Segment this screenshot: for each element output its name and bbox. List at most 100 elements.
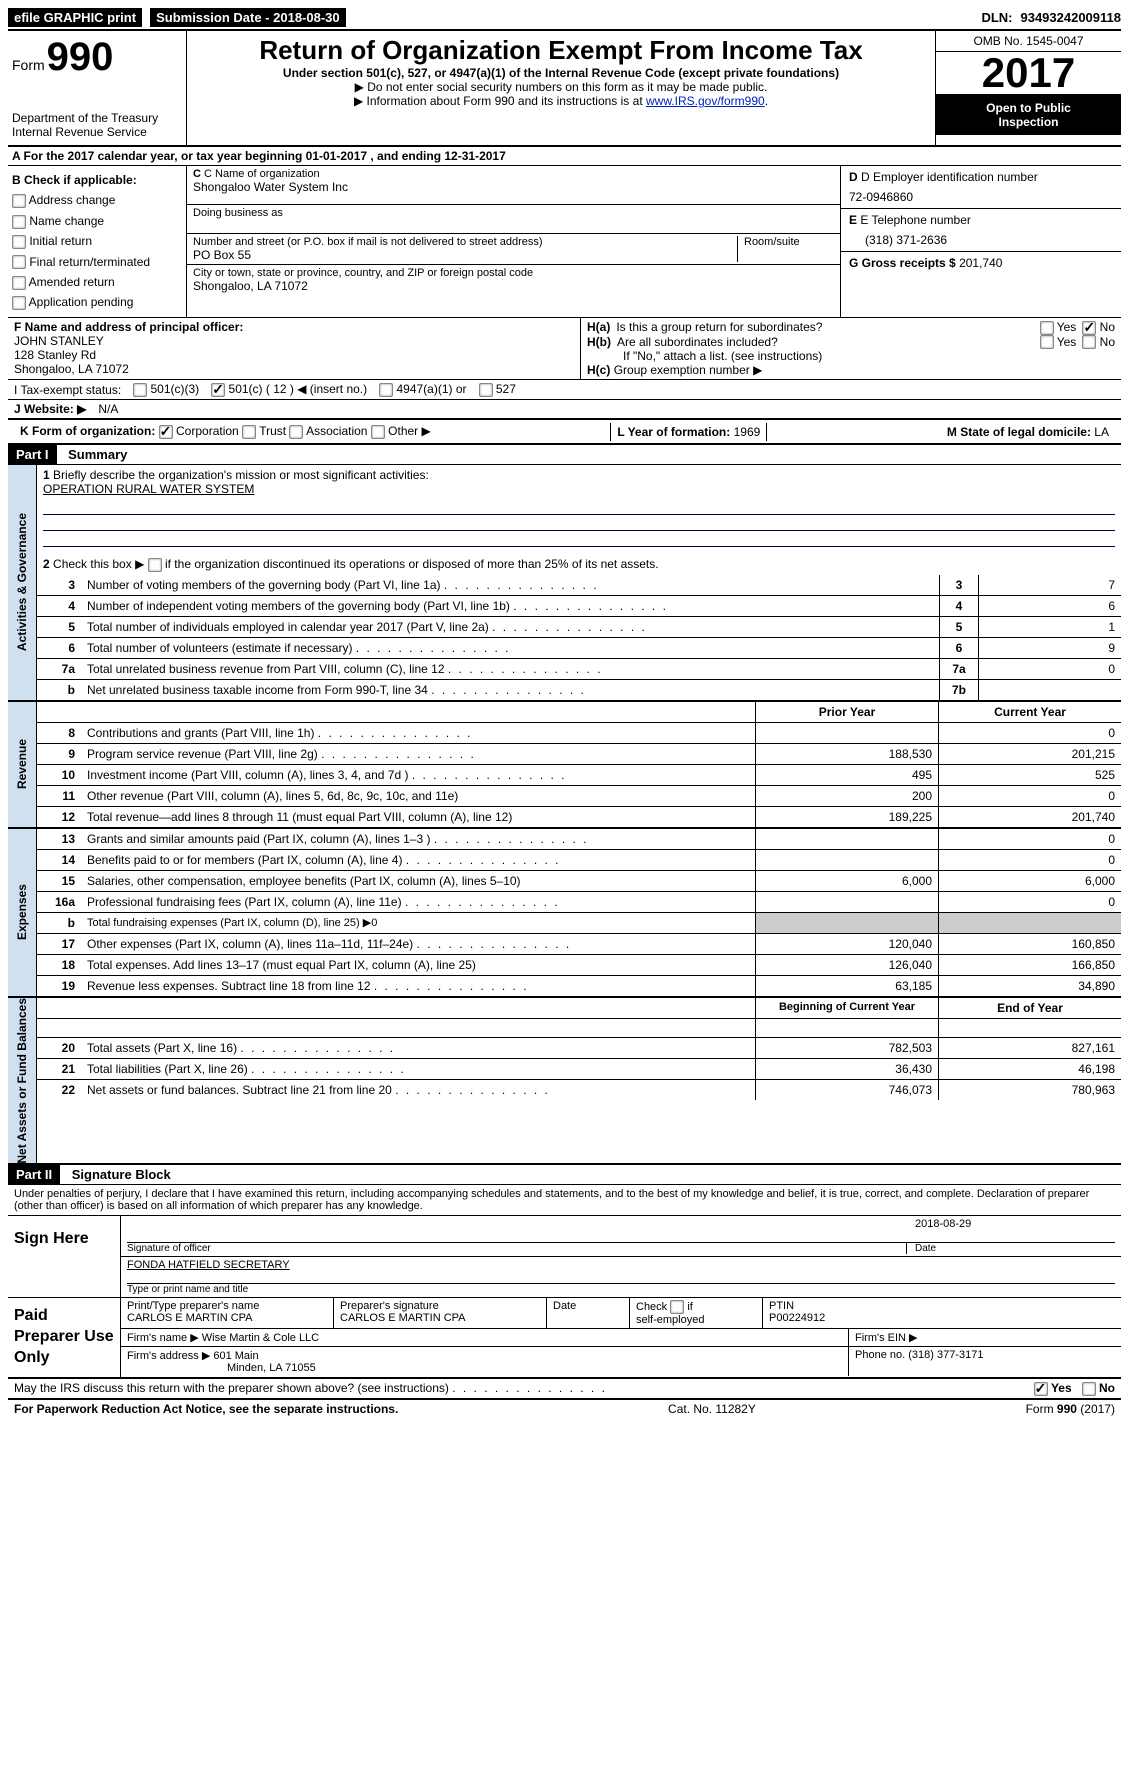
check-amended-return[interactable]: Amended return — [12, 272, 182, 292]
status-501c[interactable]: 501(c) ( 12 ) ◀ (insert no.) — [211, 382, 367, 397]
tax-status-row: I Tax-exempt status: 501(c)(3) 501(c) ( … — [8, 380, 1121, 400]
part2-header: Part II Signature Block — [8, 1165, 1121, 1185]
gross-receipts-cell: G Gross receipts $ 201,740 — [841, 252, 1121, 274]
ein-cell: D D Employer identification number 72-09… — [841, 166, 1121, 209]
sign-date: 2018-08-29 — [907, 1218, 1115, 1230]
form-subtitle: Under section 501(c), 527, or 4947(a)(1)… — [195, 66, 927, 80]
hb-yes[interactable]: Yes — [1040, 335, 1077, 350]
officer-printed-name: FONDA HATFIELD SECRETARY — [127, 1259, 1115, 1271]
ein-value: 72-0946860 — [849, 190, 1113, 204]
line3: 3 Number of voting members of the govern… — [37, 575, 1121, 596]
city-cell: City or town, state or province, country… — [187, 265, 840, 295]
self-employed-checkbox[interactable] — [670, 1300, 684, 1314]
line2: 2 Check this box ▶ if the organization d… — [37, 547, 1121, 575]
check-name-change[interactable]: Name change — [12, 211, 182, 231]
header-title-block: Return of Organization Exempt From Incom… — [187, 31, 935, 145]
netassets-blank — [37, 1019, 1121, 1038]
tax-year: 2017 — [936, 52, 1121, 95]
line16b: bTotal fundraising expenses (Part IX, co… — [37, 913, 1121, 934]
header-right-block: OMB No. 1545-0047 2017 Open to Public In… — [935, 31, 1121, 145]
street-address: PO Box 55 — [193, 248, 731, 262]
dln-label: DLN: — [981, 10, 1012, 25]
telephone-value: (318) 371-2636 — [849, 233, 1113, 247]
line19: 19Revenue less expenses. Subtract line 1… — [37, 976, 1121, 996]
check-address-change[interactable]: Address change — [12, 190, 182, 210]
line12: 12Total revenue—add lines 8 through 11 (… — [37, 807, 1121, 827]
form-footer: Form 990 (2017) — [1026, 1402, 1115, 1416]
line2-checkbox[interactable] — [148, 558, 162, 572]
line11: 11Other revenue (Part VIII, column (A), … — [37, 786, 1121, 807]
form-number: 990 — [47, 37, 114, 77]
preparer-line1: Print/Type preparer's nameCARLOS E MARTI… — [121, 1298, 1121, 1329]
korg-assoc[interactable]: Association — [289, 424, 367, 438]
submission-date-label: Submission Date - 2018-08-30 — [150, 8, 346, 27]
hb-note: If "No," attach a list. (see instruction… — [587, 349, 1115, 363]
line21: 21Total liabilities (Part X, line 26) 36… — [37, 1059, 1121, 1080]
h-block: H(a) Is this a group return for subordin… — [581, 318, 1121, 380]
form-title: Return of Organization Exempt From Incom… — [195, 35, 927, 66]
org-name-cell: C C Name of organization Shongaloo Water… — [187, 166, 840, 205]
open-to-public: Open to Public Inspection — [936, 95, 1121, 135]
hb-no[interactable]: No — [1082, 335, 1115, 350]
preparer-firm-line: Firm's name ▶ Wise Martin & Cole LLC Fir… — [121, 1329, 1121, 1347]
ha-no[interactable]: No — [1082, 320, 1115, 335]
paperwork-notice: For Paperwork Reduction Act Notice, see … — [14, 1402, 398, 1416]
line5: 5 Total number of individuals employed i… — [37, 617, 1121, 638]
form-number-block: Form 990 Department of the Treasury Inte… — [8, 31, 187, 145]
line15: 15Salaries, other compensation, employee… — [37, 871, 1121, 892]
line8: 8Contributions and grants (Part VIII, li… — [37, 723, 1121, 744]
dba-cell: Doing business as — [187, 205, 840, 234]
check-initial-return[interactable]: Initial return — [12, 231, 182, 251]
irs-link[interactable]: www.IRS.gov/form990 — [646, 94, 765, 108]
status-527[interactable]: 527 — [479, 382, 516, 397]
officer-signature-cell: 2018-08-29 Signature of officerDate — [121, 1216, 1121, 1257]
footer-row: For Paperwork Reduction Act Notice, see … — [8, 1400, 1121, 1418]
discuss-no[interactable]: No — [1082, 1381, 1115, 1395]
paid-preparer-row: Paid Preparer Use Only Print/Type prepar… — [8, 1297, 1121, 1376]
sign-here-row: Sign Here 2018-08-29 Signature of office… — [8, 1216, 1121, 1297]
status-501c3[interactable]: 501(c)(3) — [133, 382, 199, 397]
discuss-yes[interactable]: Yes — [1034, 1381, 1072, 1395]
mission-text: OPERATION RURAL WATER SYSTEM — [43, 482, 254, 496]
irs-discuss-row: May the IRS discuss this return with the… — [8, 1379, 1121, 1400]
sidebar-expenses: Expenses — [8, 829, 37, 996]
dln-value: 93493242009118 — [1020, 10, 1121, 25]
instructions-note: ▶ Information about Form 990 and its ins… — [195, 94, 927, 108]
top-bar: efile GRAPHIC print Submission Date - 20… — [8, 8, 1121, 31]
preparer-address-line: Firm's address ▶ 601 MainMinden, LA 7105… — [121, 1347, 1121, 1376]
line6: 6 Total number of volunteers (estimate i… — [37, 638, 1121, 659]
korg-corp[interactable]: Corporation — [159, 424, 239, 438]
ssn-note: ▶ Do not enter social security numbers o… — [195, 80, 927, 94]
netassets-section: Net Assets or Fund Balances Beginning of… — [8, 998, 1121, 1166]
line16a: 16aProfessional fundraising fees (Part I… — [37, 892, 1121, 913]
perjury-statement: Under penalties of perjury, I declare th… — [8, 1185, 1121, 1216]
line13: 13Grants and similar amounts paid (Part … — [37, 829, 1121, 850]
line17: 17Other expenses (Part IX, column (A), l… — [37, 934, 1121, 955]
paid-preparer-label: Paid Preparer Use Only — [8, 1298, 121, 1376]
check-final-return[interactable]: Final return/terminated — [12, 252, 182, 272]
signature-block: Under penalties of perjury, I declare th… — [8, 1185, 1121, 1378]
officer-name: JOHN STANLEY — [14, 334, 574, 348]
website-value: N/A — [98, 402, 118, 416]
line14: 14Benefits paid to or for members (Part … — [37, 850, 1121, 871]
line7b: b Net unrelated business taxable income … — [37, 680, 1121, 700]
korg-left: K Form of organization: Corporation Trus… — [14, 422, 437, 441]
line22: 22Net assets or fund balances. Subtract … — [37, 1080, 1121, 1100]
form-header: Form 990 Department of the Treasury Inte… — [8, 31, 1121, 147]
korg-other[interactable]: Other ▶ — [371, 424, 431, 438]
activities-governance-section: Activities & Governance 1 Briefly descri… — [8, 465, 1121, 702]
check-applicable-label: B Check if applicable: — [12, 170, 182, 190]
korg-trust[interactable]: Trust — [242, 424, 286, 438]
ha-yes[interactable]: Yes — [1040, 320, 1077, 335]
city-state-zip: Shongaloo, LA 71072 — [193, 279, 834, 293]
column-b: B Check if applicable: Address change Na… — [8, 166, 187, 317]
website-row: J Website: ▶ N/A — [8, 400, 1121, 420]
status-4947[interactable]: 4947(a)(1) or — [379, 382, 466, 397]
cat-number: Cat. No. 11282Y — [668, 1402, 756, 1416]
year-formation: L Year of formation: 1969 — [610, 423, 767, 441]
check-application-pending[interactable]: Application pending — [12, 292, 182, 312]
efile-label: efile GRAPHIC print — [8, 8, 142, 27]
revenue-header: Prior Year Current Year — [37, 702, 1121, 723]
line1: 1 Briefly describe the organization's mi… — [37, 465, 1121, 499]
telephone-cell: E E Telephone number (318) 371-2636 — [841, 209, 1121, 252]
